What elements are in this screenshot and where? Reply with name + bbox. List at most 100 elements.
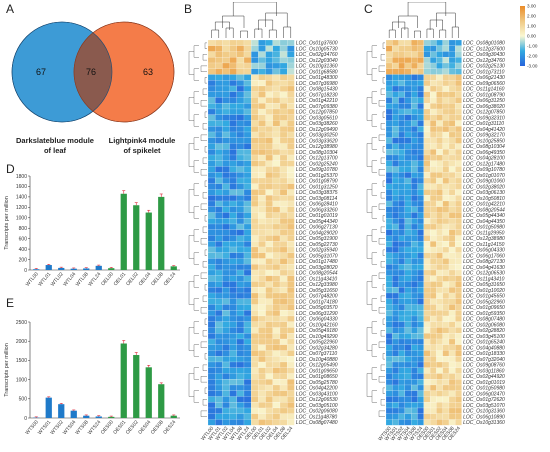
heat-c-cell	[398, 367, 405, 374]
heat-b-cell	[222, 143, 230, 150]
panel-letter-b: B	[184, 2, 193, 16]
heat-b-gene-label: LOC_Os02g34280	[296, 345, 338, 351]
heat-b-cell	[287, 419, 295, 426]
heat-b-cell	[251, 315, 259, 322]
heat-c-cell	[430, 304, 437, 311]
heat-c-cell	[455, 91, 462, 98]
heat-b-cell	[258, 396, 266, 403]
heat-b-cell	[251, 189, 259, 196]
colorbar-tick-label: 3.00	[527, 4, 536, 9]
heat-c-cell	[398, 206, 405, 213]
heat-b-cell	[222, 131, 230, 138]
heat-b-cell	[222, 373, 230, 380]
heat-c-cell	[398, 258, 405, 265]
heat-b-cell	[222, 91, 230, 98]
heat-c-cell	[455, 246, 462, 253]
heat-b-cell	[236, 126, 245, 133]
heat-b-cell	[251, 373, 259, 380]
heat-b-cell	[236, 321, 245, 328]
heat-c-cell	[392, 229, 399, 236]
heat-b-cell	[272, 172, 281, 179]
colorbar-tick-label: 0.00	[527, 34, 536, 39]
heat-b-gene-label: LOC_Os05g22960	[296, 340, 338, 346]
heat-c-cell	[392, 333, 399, 340]
heat-c-cell	[417, 206, 424, 213]
heat-c-cell	[398, 275, 405, 282]
heat-c-cell	[398, 304, 405, 311]
heat-b-cell	[265, 333, 273, 340]
heat-c-cell	[404, 172, 412, 179]
heat-c-cell	[423, 327, 431, 334]
heat-c-cell	[436, 80, 443, 87]
heat-b-cell	[229, 344, 237, 351]
heat-b-cell	[251, 177, 259, 184]
heat-b-cell	[258, 206, 266, 213]
heat-b-cell	[265, 131, 273, 138]
heat-b-cells	[207, 39, 295, 426]
heat-c-cell	[398, 126, 405, 133]
heat-c-cell	[385, 315, 393, 322]
heat-c-gene-label: LOC_Os04g41420	[463, 127, 505, 133]
heat-b-gene-label: LOC_Os10g40880	[296, 357, 338, 363]
heat-c-cell	[417, 39, 424, 46]
heat-c-cell	[392, 212, 399, 219]
heat-b-cell	[229, 114, 237, 121]
heat-c-cell	[423, 114, 431, 121]
heat-b-cell	[251, 218, 259, 225]
heat-b-cell	[243, 413, 252, 420]
heat-c-cell	[430, 269, 437, 276]
heat-c-cell	[436, 264, 443, 271]
heat-b-cell	[258, 126, 266, 133]
heat-c-cell	[455, 45, 462, 52]
heat-c-cell	[392, 189, 399, 196]
heat-c-cell	[436, 413, 443, 420]
bar-e-bar	[145, 367, 152, 418]
heat-c-cell	[404, 108, 412, 115]
heat-c-cell	[392, 407, 399, 414]
heat-c-cell	[385, 344, 393, 351]
heat-c-cell	[392, 166, 399, 173]
heat-b-cell	[265, 384, 273, 391]
heat-b-cell	[229, 241, 237, 248]
heat-b-cell	[287, 373, 295, 380]
heat-b-cell	[215, 384, 223, 391]
heat-b-cell	[251, 264, 259, 271]
heat-c-cell	[392, 327, 399, 334]
heat-c-cell	[398, 143, 405, 150]
heat-b-gene-label: LOC_Os07g37110	[296, 351, 338, 357]
heat-b-cell	[265, 356, 273, 363]
heat-b-cell	[272, 114, 281, 121]
heat-c-cell	[423, 384, 431, 391]
heat-c-cell	[436, 361, 443, 368]
heat-c-cell	[392, 74, 399, 81]
heat-c-cell	[385, 413, 393, 420]
heat-c-cell	[455, 287, 462, 294]
heat-b-cell	[287, 379, 295, 386]
heat-c-cell	[436, 407, 443, 414]
heat-c-cell	[448, 195, 456, 202]
heat-c-cell	[448, 252, 456, 259]
heat-c-gene-label: LOC_Os06g04330	[463, 248, 505, 254]
heat-b-cell	[243, 85, 252, 92]
heat-c-cell	[436, 195, 443, 202]
heat-c-cell	[417, 287, 424, 294]
heat-c-cell	[411, 74, 418, 81]
heat-b-gene-label: LOC_Os06g27130	[296, 225, 338, 231]
heat-c-cell	[436, 229, 443, 236]
heat-b-cell	[258, 304, 266, 311]
heat-b-cell	[229, 350, 237, 357]
heat-c-cell	[436, 379, 443, 386]
heat-b-gene-label: LOC_Os07g48200	[296, 294, 338, 300]
heat-c-cell	[436, 114, 443, 121]
heat-c-cell	[436, 149, 443, 156]
heat-c-cell	[398, 74, 405, 81]
heat-c-cell	[398, 166, 405, 173]
heat-c-cell	[442, 172, 450, 179]
bar-d-y-tick-label: 0	[24, 268, 27, 274]
heat-c-cell	[430, 177, 437, 184]
heat-c-cell	[392, 206, 399, 213]
heat-b-cell	[279, 390, 288, 397]
heat-b-cell	[215, 114, 223, 121]
heat-c-cell	[442, 143, 450, 150]
heat-b-cell	[207, 62, 216, 69]
